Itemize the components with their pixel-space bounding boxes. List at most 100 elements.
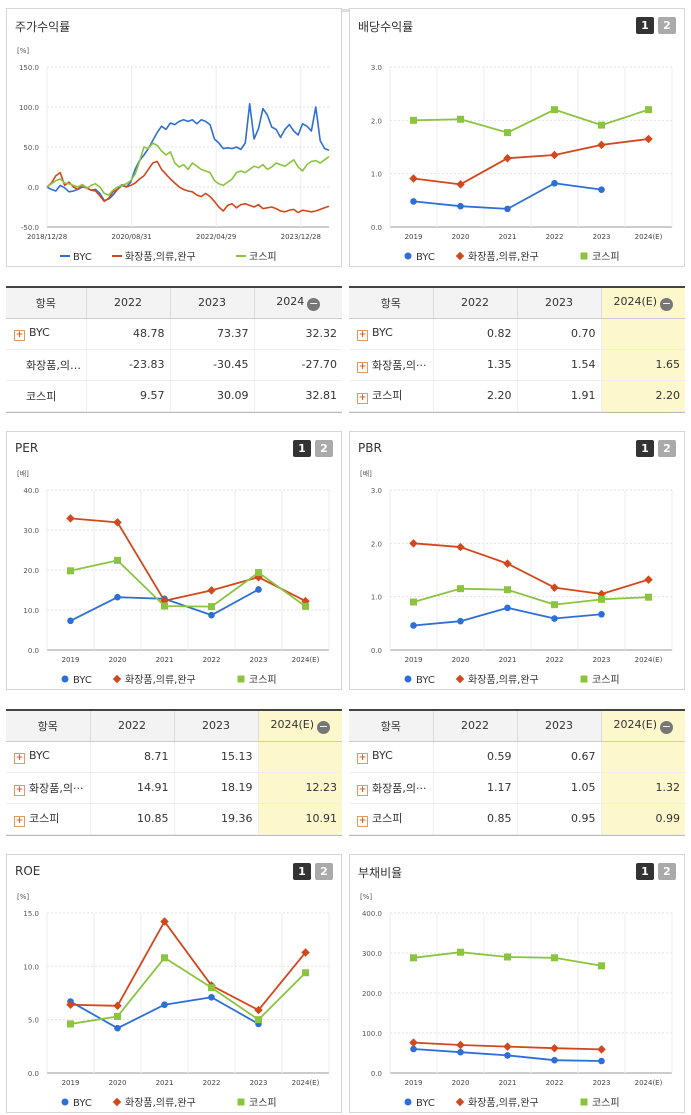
cell: 32.81 [253, 380, 342, 412]
row-name: BYC [29, 326, 50, 339]
per-chart: [배] 40.0 30.0 20.0 10.0 0.0 2019 2020 2021 2022 20… [17, 469, 330, 686]
expand-icon[interactable]: + [357, 393, 368, 404]
data-point-kospi [645, 106, 652, 114]
data-point-kospi [598, 962, 605, 970]
row-label: + 화장품,의··· [6, 772, 90, 804]
chart-2-button[interactable]: 2 [658, 17, 676, 34]
row-name: BYC [372, 326, 393, 339]
chart-1-button[interactable]: 1 [636, 863, 654, 880]
y-tick-label: 2.0 [371, 117, 382, 125]
expand-icon[interactable]: + [14, 753, 25, 764]
data-point-byc [598, 186, 605, 193]
data-point-byc [598, 1057, 605, 1065]
expand-icon[interactable]: + [357, 361, 368, 373]
data-point-kospi [114, 1012, 121, 1020]
x-tick-label: 2022 [203, 1079, 221, 1087]
data-point-byc [551, 1056, 558, 1064]
legend-label-cosmetics: 화장품,의류,완구 [125, 251, 196, 263]
cell: -23.83 [85, 349, 170, 381]
debt-ratio-panel: 부채비율 1 2 [%] 400.0 300.0 200.0 100.0 0.0 2019 2… [349, 854, 685, 1113]
chart-2-button[interactable]: 2 [315, 863, 333, 880]
x-tick-label: 2023 [593, 233, 611, 241]
x-tick-label: 2019 [62, 1079, 80, 1087]
x-tick-label: 2019 [405, 656, 423, 664]
col-header-2023: 2023 [516, 288, 601, 319]
data-point-kospi [504, 586, 511, 594]
data-point-kospi [551, 954, 558, 962]
expand-icon[interactable]: + [357, 753, 368, 764]
cell: 0.59 [432, 741, 517, 773]
data-point-kospi [161, 602, 168, 610]
chart-2-button[interactable]: 2 [658, 440, 676, 457]
legend-label-byc: BYC [73, 1098, 92, 1109]
cell: 12.23 [257, 772, 342, 804]
collapse-icon[interactable]: − [307, 296, 321, 311]
collapse-icon[interactable]: − [660, 719, 674, 734]
chart-2-button[interactable]: 2 [658, 863, 676, 880]
expand-icon[interactable]: + [357, 330, 368, 341]
y-tick-label: 40.0 [23, 487, 39, 495]
legend-marker-cosmetics [112, 674, 122, 684]
data-point-byc [161, 1001, 168, 1009]
y-tick-label: -50.0 [21, 224, 39, 232]
pbr-table: 항목 2022 2023 2024(E) − + BYC 0.59 0.67 + 화장… [349, 709, 685, 836]
table-row: + 코스피 2.20 1.91 2.20 [349, 380, 685, 412]
row-label: + BYC [6, 741, 90, 773]
x-tick-label: 2022/04/29 [196, 233, 236, 241]
panel-title: 부채비율 [358, 866, 403, 880]
data-point-kospi [410, 116, 417, 124]
data-point-byc [410, 1045, 417, 1053]
legend-marker-byc [404, 252, 412, 260]
x-tick-label: 2020 [109, 1079, 127, 1087]
x-tick-label: 2023 [250, 1079, 268, 1087]
data-point-cosmetics [456, 542, 465, 552]
series-line-cosmetics [413, 542, 649, 595]
data-point-kospi [255, 1016, 262, 1024]
expand-icon[interactable]: + [14, 784, 25, 796]
y-unit-label: [배] [17, 469, 29, 478]
y-tick-label: 15.0 [23, 910, 39, 918]
col-header-2024e-label: 2024(E) [613, 717, 658, 731]
data-point-kospi [161, 954, 168, 962]
chart-toggle: 1 2 [636, 17, 676, 34]
data-point-cosmetics [113, 1001, 122, 1011]
data-point-byc [410, 622, 417, 629]
expand-icon[interactable]: + [14, 330, 25, 341]
cell: 15.13 [173, 741, 258, 773]
legend-marker-byc [404, 1098, 412, 1106]
x-tick-label: 2020 [452, 233, 470, 241]
series-line-kospi [413, 108, 649, 134]
chart-1-button[interactable]: 1 [293, 863, 311, 880]
legend-marker-byc [404, 675, 412, 683]
legend-label-cosmetics: 화장품,의류,완구 [125, 674, 196, 686]
panel-title: 주가수익률 [15, 20, 71, 34]
cell: 10.91 [257, 803, 342, 835]
collapse-icon[interactable]: − [660, 296, 674, 311]
roe-chart: [%] 15.0 10.0 5.0 0.0 2019 2020 2021 2022 2023 202… [17, 893, 330, 1109]
data-point-cosmetics [409, 1038, 418, 1047]
expand-icon[interactable]: + [14, 816, 25, 827]
chart-1-button[interactable]: 1 [636, 17, 654, 34]
y-tick-label: 100.0 [362, 1030, 382, 1038]
cell: 1.91 [516, 380, 601, 412]
data-point-kospi [598, 595, 605, 603]
top-tab-strip [0, 0, 691, 12]
col-header-2022: 2022 [89, 711, 174, 742]
collapse-icon[interactable]: − [317, 719, 331, 734]
row-name: 화장품,의··· [372, 781, 427, 795]
row-label: + BYC [349, 741, 433, 773]
expand-icon[interactable]: + [357, 816, 368, 827]
x-tick-label: 2022 [203, 656, 221, 664]
x-tick-label: 2024(E) [635, 656, 663, 664]
chart-2-button[interactable]: 2 [315, 440, 333, 457]
expand-icon[interactable]: + [357, 784, 368, 796]
chart-toggle: 1 2 [636, 863, 676, 880]
chart-1-button[interactable]: 1 [293, 440, 311, 457]
legend-label-kospi: 코스피 [592, 674, 620, 686]
y-tick-label: 400.0 [362, 910, 382, 918]
debt-ratio-chart: [%] 400.0 300.0 200.0 100.0 0.0 2019 2020 2021 20… [360, 893, 673, 1109]
chart-1-button[interactable]: 1 [636, 440, 654, 457]
x-tick-label: 2022 [546, 233, 564, 241]
x-tick-label: 2020 [452, 656, 470, 664]
data-point-cosmetics [409, 539, 418, 548]
